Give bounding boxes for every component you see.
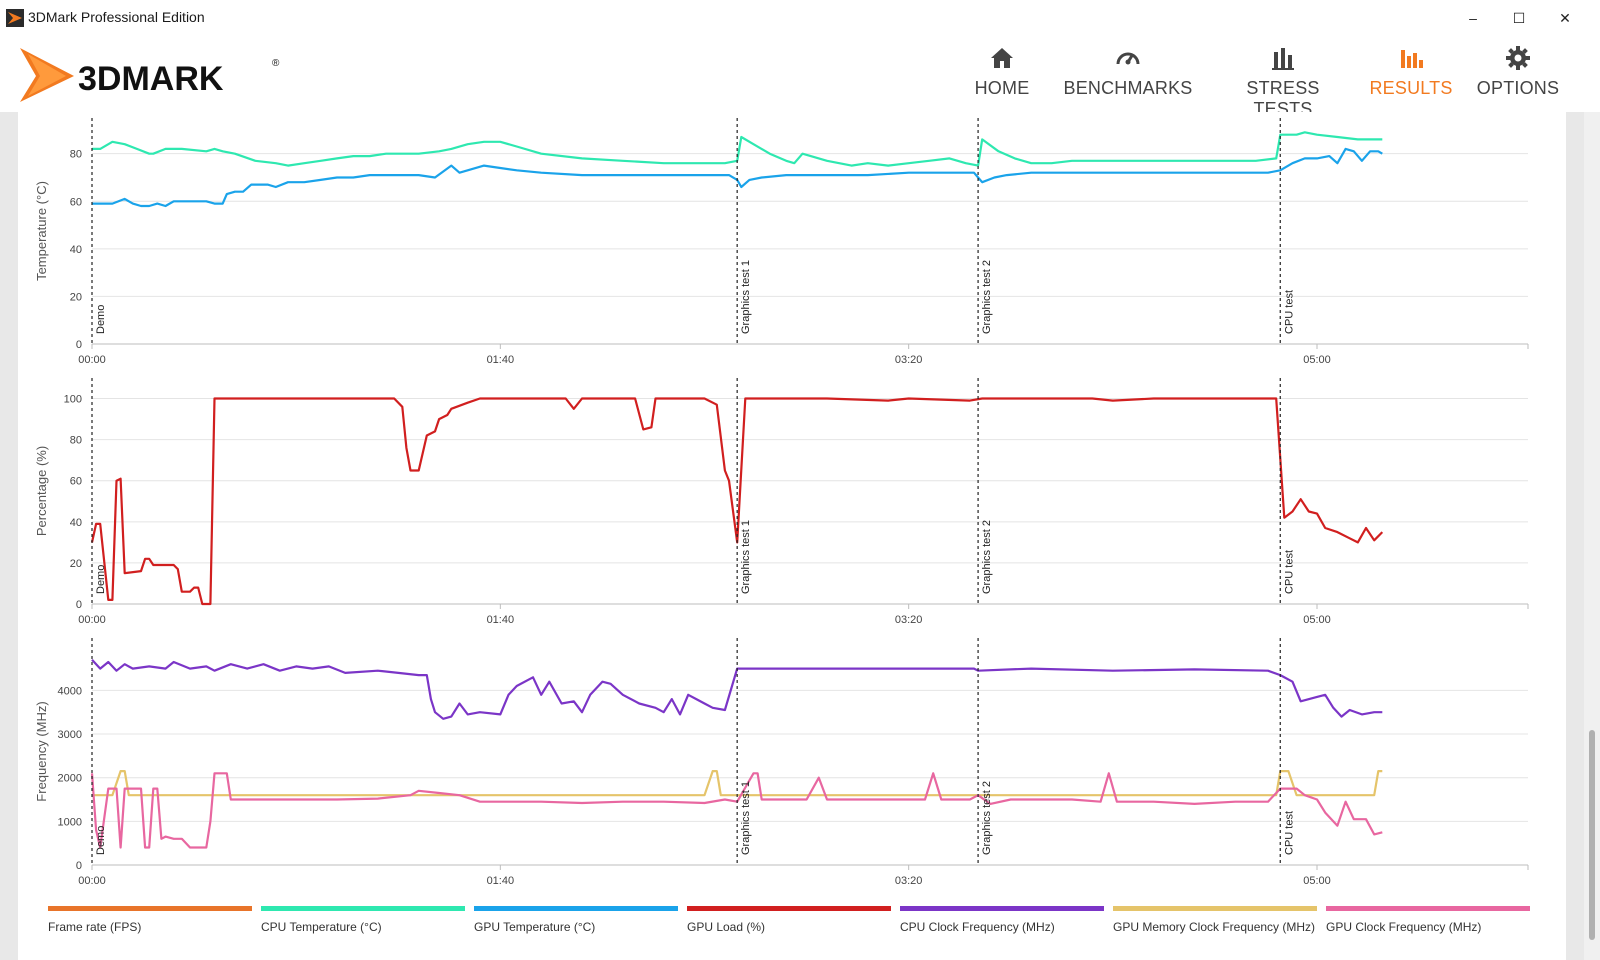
y-axis-label: Temperature (°C)	[34, 181, 49, 281]
nav-benchmarks-label: BENCHMARKS	[1063, 78, 1193, 98]
window-title: 3DMark Professional Edition	[28, 9, 205, 25]
home-icon	[991, 48, 1013, 68]
legend-color-bar	[261, 906, 465, 911]
x-tick-label: 05:00	[1303, 614, 1331, 626]
logo-registered-mark: ®	[272, 58, 280, 69]
legend-label: Frame rate (FPS)	[48, 920, 142, 934]
test-marker-label: Graphics test 2	[981, 520, 993, 594]
y-tick-label: 4000	[58, 685, 82, 697]
results-icon	[1401, 50, 1423, 68]
legend-color-bar	[1113, 906, 1317, 911]
scrollbar-thumb[interactable]	[1589, 730, 1595, 940]
nav-home-label: HOME	[974, 78, 1030, 98]
nav-options[interactable]: OPTIONS	[1470, 44, 1566, 106]
y-tick-label: 0	[76, 339, 82, 351]
y-tick-label: 40	[70, 517, 82, 529]
test-marker-label: Demo	[95, 565, 107, 594]
test-marker-label: CPU test	[1283, 811, 1295, 855]
series-line	[92, 769, 1383, 797]
app-header: 3DMARK ® HOME BENCHMARKS STRESS TESTS RE…	[0, 36, 1600, 119]
x-tick-label: 03:20	[895, 875, 923, 887]
x-tick-label: 01:40	[487, 354, 515, 366]
test-marker-label: Graphics test 1	[740, 520, 752, 594]
y-tick-label: 80	[70, 435, 82, 447]
gear-icon	[1506, 46, 1530, 70]
legend-label: GPU Memory Clock Frequency (MHz)	[1113, 920, 1316, 934]
x-tick-label: 05:00	[1303, 354, 1331, 366]
legend-item[interactable]: GPU Memory Clock Frequency (MHz)	[1113, 906, 1317, 940]
bar-chart-icon	[1272, 48, 1294, 70]
y-tick-label: 60	[70, 476, 82, 488]
test-marker-label: Graphics test 1	[740, 260, 752, 334]
legend-color-bar	[1326, 906, 1530, 911]
legend-label: GPU Temperature (°C)	[474, 920, 596, 934]
legend-item[interactable]: GPU Clock Frequency (MHz)	[1326, 906, 1530, 940]
y-tick-label: 0	[76, 860, 82, 872]
test-marker-label: Graphics test 2	[981, 781, 993, 855]
y-tick-label: 80	[70, 149, 82, 161]
y-tick-label: 40	[70, 244, 82, 256]
nav-results[interactable]: RESULTS	[1366, 44, 1456, 106]
legend-label: GPU Load (%)	[687, 920, 766, 934]
results-content	[18, 112, 1566, 960]
y-tick-label: 3000	[58, 729, 82, 741]
legend-item[interactable]: CPU Temperature (°C)	[261, 906, 465, 940]
3dmark-logo[interactable]: 3DMARK ®	[16, 44, 286, 104]
y-tick-label: 2000	[58, 773, 82, 785]
y-tick-label: 20	[70, 558, 82, 570]
y-tick-label: 1000	[58, 816, 82, 828]
x-tick-label: 01:40	[487, 614, 515, 626]
minimize-button[interactable]: –	[1469, 10, 1477, 26]
series-line	[92, 147, 1383, 208]
x-tick-label: 00:00	[78, 354, 106, 366]
window-titlebar: 3DMark Professional Edition – ☐ ✕	[0, 0, 1600, 36]
legend-item[interactable]: Frame rate (FPS)	[48, 906, 252, 940]
x-tick-label: 03:20	[895, 354, 923, 366]
x-tick-label: 01:40	[487, 875, 515, 887]
legend-label: GPU Clock Frequency (MHz)	[1326, 920, 1482, 934]
test-marker-label: Graphics test 2	[981, 260, 993, 334]
maximize-button[interactable]: ☐	[1512, 10, 1526, 26]
legend-label: CPU Clock Frequency (MHz)	[900, 920, 1055, 934]
y-tick-label: 60	[70, 196, 82, 208]
legend-color-bar	[687, 906, 891, 911]
nav-options-label: OPTIONS	[1476, 78, 1560, 98]
close-button[interactable]: ✕	[1559, 10, 1571, 26]
test-marker-label: CPU test	[1283, 550, 1295, 594]
series-line	[90, 772, 1383, 849]
x-tick-label: 00:00	[78, 875, 106, 887]
scrollbar-track[interactable]	[1584, 112, 1600, 960]
nav-benchmarks[interactable]: BENCHMARKS	[1058, 44, 1198, 106]
app-icon	[6, 9, 24, 27]
legend-item[interactable]: CPU Clock Frequency (MHz)	[900, 906, 1104, 940]
legend-color-bar	[900, 906, 1104, 911]
y-tick-label: 0	[76, 599, 82, 611]
test-marker-label: Graphics test 1	[740, 781, 752, 855]
x-tick-label: 03:20	[895, 614, 923, 626]
y-tick-label: 100	[64, 394, 82, 406]
test-marker-label: Demo	[95, 826, 107, 855]
x-tick-label: 05:00	[1303, 875, 1331, 887]
y-axis-label: Percentage (%)	[34, 446, 49, 536]
test-marker-label: CPU test	[1283, 290, 1295, 334]
y-tick-label: 20	[70, 291, 82, 303]
logo-text: 3DMARK	[78, 60, 224, 98]
nav-home[interactable]: HOME	[962, 44, 1042, 106]
gauge-icon	[1116, 52, 1140, 65]
series-line	[91, 659, 1383, 720]
x-tick-label: 00:00	[78, 614, 106, 626]
series-line	[90, 397, 1384, 606]
test-marker-label: Demo	[95, 305, 107, 334]
y-axis-label: Frequency (MHz)	[34, 701, 49, 801]
legend-color-bar	[474, 906, 678, 911]
nav-results-label: RESULTS	[1369, 78, 1453, 98]
legend-item[interactable]: GPU Load (%)	[687, 906, 891, 940]
legend-label: CPU Temperature (°C)	[261, 920, 382, 934]
legend-color-bar	[48, 906, 252, 911]
legend-item[interactable]: GPU Temperature (°C)	[474, 906, 678, 940]
